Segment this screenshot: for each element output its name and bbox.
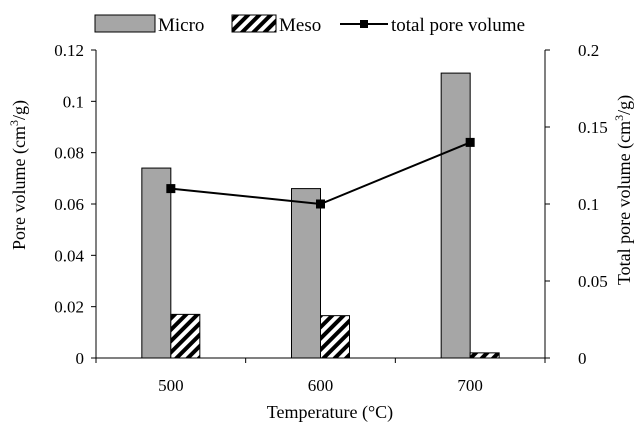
y2-tick-label: 0.1 xyxy=(578,195,599,214)
y-tick-label: 0.12 xyxy=(54,41,84,60)
bar-micro-700 xyxy=(440,72,471,359)
bar-micro-500 xyxy=(141,167,172,359)
x-tick-label: 600 xyxy=(308,376,334,395)
legend-swatch-micro xyxy=(94,14,156,33)
y2-axis-title: Total pore volume (cm3/g) xyxy=(612,95,635,285)
y-tick-label: 0.08 xyxy=(54,144,84,163)
point-total-pore-volume-700 xyxy=(465,137,475,147)
legend-label-meso: Meso xyxy=(279,15,321,36)
legend-label-micro: Micro xyxy=(158,15,204,36)
x-tick-label: 700 xyxy=(457,376,483,395)
y-tick-label: 0 xyxy=(76,349,85,368)
y-tick-label: 0.06 xyxy=(54,195,84,214)
bar-meso-600 xyxy=(320,315,350,359)
point-total-pore-volume-500 xyxy=(166,184,176,194)
y2-tick-label: 0.15 xyxy=(578,118,608,137)
legend-swatch-meso xyxy=(231,14,277,33)
x-axis-title: Temperature (°C) xyxy=(267,402,393,423)
y2-tick-label: 0.05 xyxy=(578,272,608,291)
y-tick-label: 0.04 xyxy=(54,246,84,265)
y2-tick-label: 0.2 xyxy=(578,41,599,60)
axes: 0 0.02 0.04 0.06 0.08 0.1 0.12 0 0.05 0.1 0.15 0.2 5… xyxy=(54,41,608,395)
y2-tick-label: 0 xyxy=(578,349,587,368)
legend: Micro Meso total pore volume xyxy=(94,14,525,36)
bar-micro-600 xyxy=(291,188,321,359)
bar-meso-700 xyxy=(469,352,500,359)
point-total-pore-volume-600 xyxy=(316,199,325,209)
bar-meso-500 xyxy=(170,313,201,359)
legend-label-total: total pore volume xyxy=(391,15,525,36)
legend-marker-total xyxy=(360,20,368,28)
y-axis-title: Pore volume (cm3/g) xyxy=(7,100,30,250)
y-tick-label: 0.02 xyxy=(54,298,84,317)
x-tick-label: 500 xyxy=(158,376,184,395)
plot-area xyxy=(141,72,500,359)
y-tick-label: 0.1 xyxy=(63,92,84,111)
